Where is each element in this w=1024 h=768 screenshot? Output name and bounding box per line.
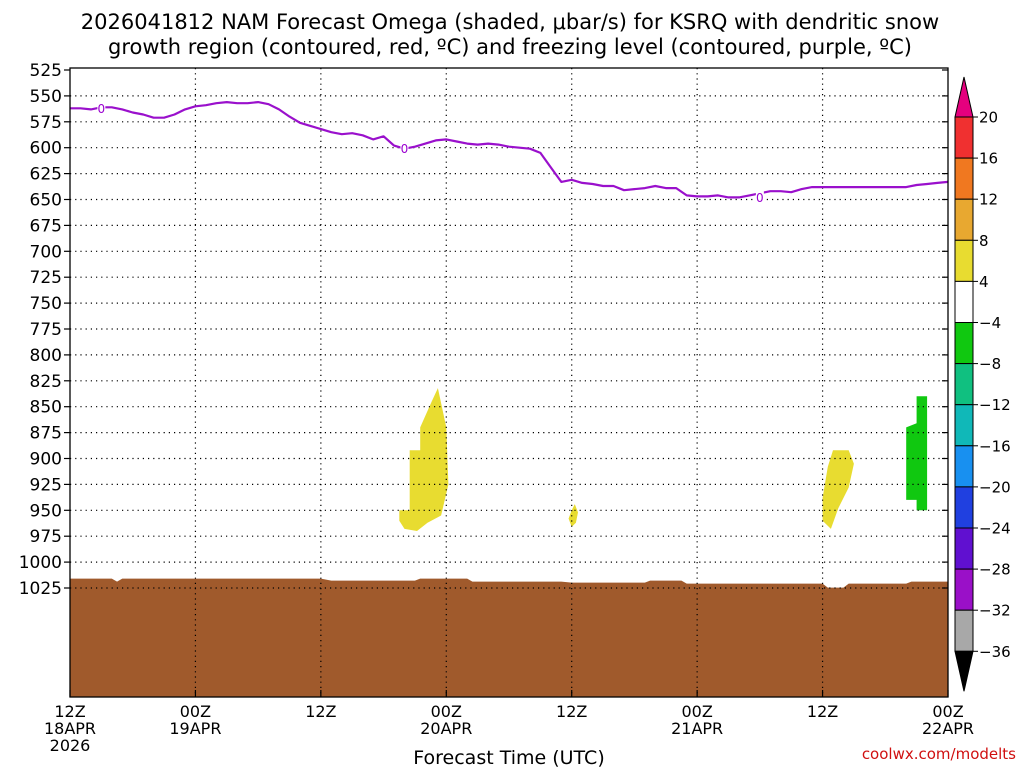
y-tick-label: 650 (30, 191, 62, 211)
y-tick-label: 700 (30, 242, 62, 262)
colorbar: 20 16 12 8 4 −4 −8 −12 −16 −20 −24 −28 −32 −36 (954, 76, 1011, 692)
x-tick-label: 12Z (54, 702, 85, 721)
colorbar-label: 20 (979, 109, 998, 127)
chart-title-line-1: 2026041812 NAM Forecast Omega (shaded, μ… (81, 10, 939, 34)
x-tick-label: 12Z (305, 702, 336, 721)
colorbar-label: −36 (979, 643, 1011, 661)
omega-region-1 (568, 504, 578, 527)
x-tick-label: 19APR (169, 719, 221, 738)
y-tick-label: 975 (30, 527, 62, 547)
x-tick-label: 00Z (431, 702, 462, 721)
freezing-level-layer: 0 0 0 (70, 100, 949, 205)
colorbar-box (954, 239, 974, 282)
colorbar-label: 8 (979, 232, 989, 250)
omega-region-2 (822, 450, 854, 529)
colorbar-box (954, 280, 974, 323)
y-tick-label: 525 (30, 61, 62, 81)
x-tick-label: 12Z (556, 702, 587, 721)
x-tick-label: 21APR (671, 719, 723, 738)
colorbar-box (954, 198, 974, 241)
colorbar-box (954, 322, 974, 365)
colorbar-box (954, 527, 974, 570)
colorbar-label: 16 (979, 150, 998, 168)
y-tick-label: 575 (30, 113, 62, 133)
colorbar-label: −24 (979, 520, 1011, 538)
colorbar-label: −32 (979, 602, 1011, 620)
omega-region-0 (399, 388, 449, 531)
colorbar-arrow-bottom (954, 650, 974, 692)
colorbar-box (954, 609, 974, 652)
x-tick-label: 12Z (807, 702, 838, 721)
freezing-label-bg (97, 101, 106, 115)
colorbar-box (954, 445, 974, 488)
y-tick-label: 775 (30, 320, 62, 340)
y-tick-label: 875 (30, 424, 62, 444)
grid-lines (70, 68, 948, 697)
freezing-label-bg (400, 141, 409, 155)
colorbar-box (954, 157, 974, 200)
colorbar-box (954, 486, 974, 529)
y-tick-label: 600 (30, 139, 62, 159)
freezing-level-label: 0 (401, 142, 409, 156)
freezing-level-label: 0 (756, 191, 764, 205)
freezing-level-label: 0 (98, 102, 106, 116)
omega-shading-layer (399, 388, 928, 531)
y-axis: 525 550 575 600 625 650 675 700 725 750 775 800 825 8… (19, 61, 948, 599)
y-tick-label: 1025 (19, 579, 62, 599)
y-tick-label: 950 (30, 501, 62, 521)
y-tick-label: 750 (30, 294, 62, 314)
y-tick-label: 925 (30, 475, 62, 495)
colorbar-label: −28 (979, 561, 1011, 579)
x-tick-label: 20APR (420, 719, 472, 738)
chart-title-line-2: growth region (contoured, red, ºC) and f… (108, 35, 912, 59)
colorbar-box (954, 404, 974, 447)
y-tick-label: 1000 (19, 553, 62, 573)
y-tick-label: 725 (30, 268, 62, 288)
omega-region-3 (906, 396, 928, 511)
y-tick-label: 825 (30, 372, 62, 392)
surface-terrain-fill (70, 578, 948, 697)
colorbar-label: 12 (979, 191, 998, 209)
y-tick-label: 850 (30, 398, 62, 418)
colorbar-label: −8 (979, 355, 1001, 373)
colorbar-box (954, 568, 974, 611)
plot-frame (69, 67, 949, 698)
freezing-level-line (70, 100, 949, 199)
colorbar-label: −20 (979, 478, 1011, 496)
y-tick-label: 900 (30, 450, 62, 470)
x-axis-label: Forecast Time (UTC) (413, 747, 604, 768)
colorbar-label: −4 (979, 314, 1001, 332)
colorbar-label: −16 (979, 437, 1011, 455)
x-tick-label: 2026 (50, 736, 91, 755)
surface-terrain-layer (70, 578, 948, 697)
y-tick-label: 550 (30, 87, 62, 107)
freezing-label-bg (755, 190, 764, 204)
x-tick-label: 22APR (922, 719, 974, 738)
colorbar-label: −12 (979, 396, 1011, 414)
x-tick-label: 00Z (180, 702, 211, 721)
y-tick-label: 675 (30, 216, 62, 236)
colorbar-box (954, 116, 974, 159)
colorbar-arrow-top (954, 76, 974, 118)
credit-text: coolwx.com/modelts (862, 745, 1016, 763)
x-tick-label: 00Z (932, 702, 963, 721)
x-tick-label: 00Z (681, 702, 712, 721)
colorbar-box (954, 363, 974, 406)
y-tick-label: 800 (30, 346, 62, 366)
colorbar-label: 4 (979, 273, 989, 291)
x-tick-label: 18APR (44, 719, 96, 738)
y-tick-label: 625 (30, 165, 62, 185)
